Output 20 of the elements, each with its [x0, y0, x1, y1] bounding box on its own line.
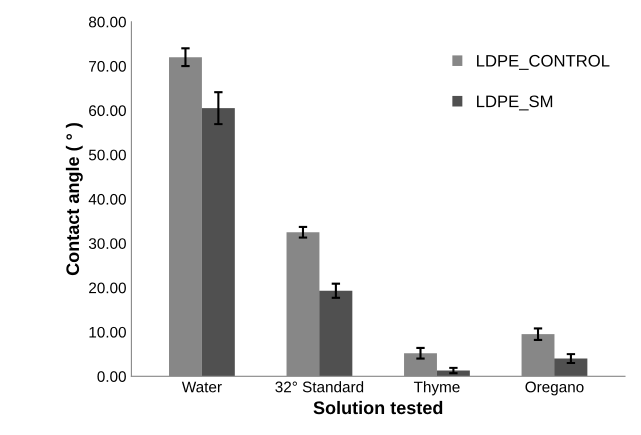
bar: [554, 358, 588, 376]
y-tick-label: 0.00: [97, 371, 126, 382]
y-tick-label: 20.00: [89, 282, 126, 294]
y-tick-label: 40.00: [88, 194, 126, 205]
legend-label: LDPE_CONTROL: [477, 54, 610, 70]
x-tick-label: Water: [182, 382, 222, 392]
y-tick-label: 60.00: [89, 105, 126, 116]
y-tick-label: 80.00: [88, 16, 126, 28]
bar: [319, 290, 352, 376]
y-tick-label: 50.00: [88, 150, 126, 160]
y-tick-label: 10.00: [89, 326, 126, 338]
x-tick-label: Thyme: [414, 381, 460, 396]
y-tick-label: 30.00: [88, 238, 126, 250]
x-tick-label: Oregano: [525, 382, 584, 396]
y-axis-title: Contact angle ( ° ): [66, 123, 83, 276]
x-axis-title: Solution tested: [314, 400, 442, 414]
x-tick-label: 32° Standard: [275, 381, 364, 392]
legend-label: LDPE_SM: [477, 95, 552, 110]
y-tick-label: 70.00: [89, 60, 126, 72]
bar: [202, 108, 235, 376]
